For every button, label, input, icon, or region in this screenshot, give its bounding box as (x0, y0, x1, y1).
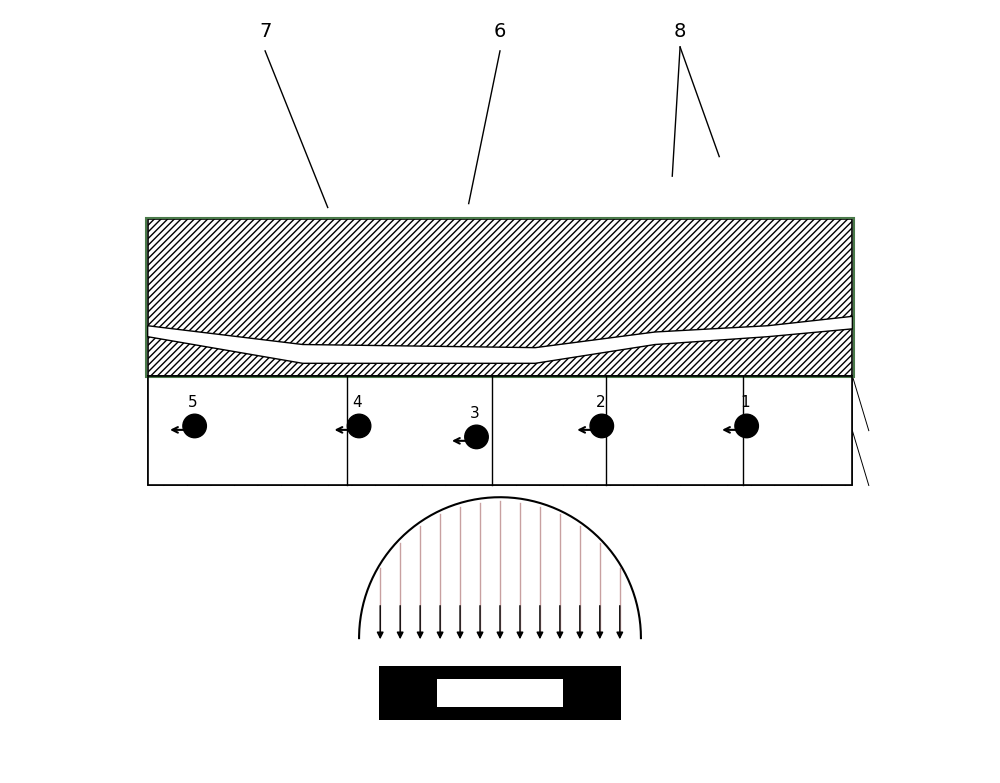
Circle shape (465, 425, 488, 449)
Text: 7: 7 (259, 22, 271, 41)
Polygon shape (148, 316, 852, 363)
Text: 3: 3 (470, 406, 480, 421)
Bar (492, 376, 606, 485)
Circle shape (735, 414, 758, 438)
Bar (347, 376, 492, 485)
Text: 4: 4 (353, 395, 362, 410)
Bar (146, 218, 854, 377)
Bar (379, 666, 621, 720)
Text: 1: 1 (740, 395, 750, 410)
Circle shape (347, 414, 371, 438)
Circle shape (590, 414, 614, 438)
Text: 8: 8 (674, 22, 686, 41)
Bar (148, 376, 852, 485)
Bar (148, 219, 852, 376)
Circle shape (183, 414, 206, 438)
Bar (437, 679, 563, 707)
Bar (148, 219, 852, 376)
Bar (743, 376, 852, 485)
Bar (148, 376, 852, 485)
Bar (606, 376, 743, 485)
Text: 2: 2 (595, 395, 605, 410)
Bar (148, 376, 347, 485)
Text: 6: 6 (494, 22, 506, 41)
Text: 5: 5 (188, 395, 198, 410)
